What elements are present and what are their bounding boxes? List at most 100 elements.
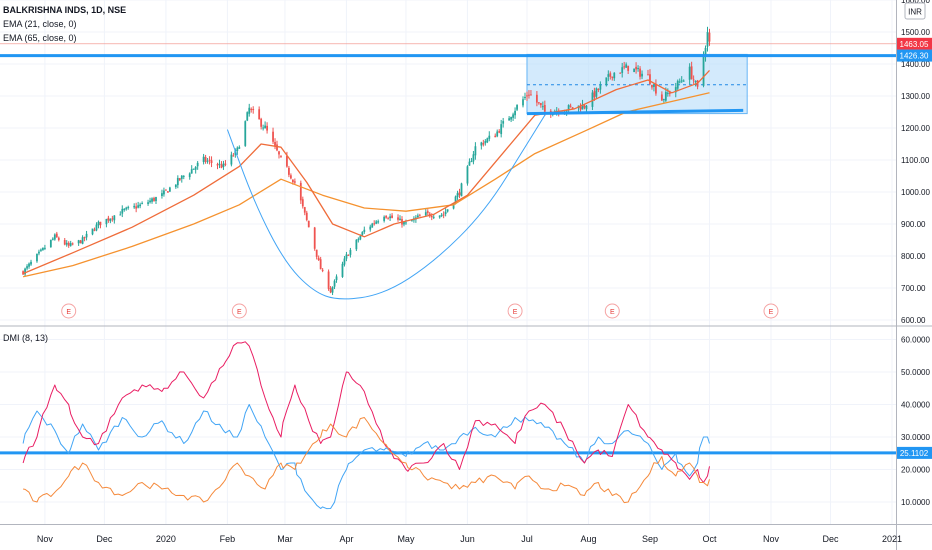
consolidation-box[interactable] [526, 53, 748, 115]
candle-body [508, 118, 511, 121]
candle-body [315, 249, 318, 257]
candle-body [329, 288, 332, 293]
candle-body [250, 108, 253, 110]
candle-body [371, 223, 374, 228]
candle-body [496, 131, 499, 137]
candle-body [202, 156, 205, 163]
dmi-tick-label: 50.0000 [901, 368, 930, 377]
dmi-tick-label: 30.0000 [901, 433, 930, 442]
candle-body [38, 251, 40, 254]
earnings-icon[interactable] [231, 303, 247, 319]
candle-body [593, 91, 596, 98]
candle-body [627, 65, 630, 71]
earnings-icon[interactable] [507, 303, 523, 319]
candle-body [484, 141, 487, 144]
price-tick-label: 1000.00 [901, 188, 930, 197]
candle-body [317, 257, 320, 261]
x-tick-label: Dec [822, 534, 839, 544]
candle-body [514, 110, 516, 116]
candle-body [111, 218, 114, 220]
candle-body [319, 259, 322, 270]
candle-body [641, 73, 643, 77]
candle-body [694, 80, 697, 83]
candle-body [224, 163, 227, 165]
candle-body [581, 104, 584, 110]
ema21-legend: EMA (21, close, 0) [3, 19, 77, 29]
currency-badge[interactable] [904, 2, 926, 20]
price-tick-label: 600.00 [901, 316, 926, 325]
candle-body [123, 208, 126, 210]
candle-body [95, 224, 98, 231]
cup-curve[interactable] [226, 114, 546, 300]
candle-body [482, 142, 485, 145]
x-tick-label: Mar [277, 534, 293, 544]
candle-body [113, 215, 116, 221]
candle-body [528, 94, 530, 96]
candle-body [303, 207, 306, 213]
candle-body [375, 221, 378, 224]
candle-body [93, 229, 96, 231]
candle-body [460, 183, 463, 197]
dmi-pane[interactable] [0, 341, 896, 510]
candle-body [607, 74, 610, 77]
candle-body [133, 205, 136, 208]
candle-body [232, 155, 235, 157]
candle-body [500, 124, 503, 135]
candle-body [349, 249, 352, 255]
candle-body [706, 32, 709, 47]
candle-body [621, 67, 624, 73]
candle-body [321, 269, 324, 271]
candle-body [137, 205, 140, 208]
candle-body [605, 77, 608, 85]
earnings-icon[interactable] [604, 303, 620, 319]
candle-body [647, 74, 649, 76]
candle-body [165, 189, 167, 191]
candle-body [151, 198, 153, 202]
candle-body [163, 190, 165, 195]
candle-body [188, 173, 191, 178]
earnings-icon[interactable] [763, 303, 779, 319]
earnings-label: E [610, 309, 615, 316]
candle-body [355, 239, 358, 250]
candle-body [411, 220, 413, 222]
candle-body [474, 146, 477, 156]
candle-body [649, 74, 651, 84]
candle-body [454, 196, 457, 205]
candle-body [51, 238, 54, 240]
candle-body [335, 276, 338, 281]
candle-body [272, 131, 274, 142]
candle-body [81, 237, 84, 244]
candle-body [494, 135, 497, 138]
candle-body [399, 218, 401, 221]
candle-body [682, 80, 685, 82]
candle-body [389, 216, 391, 219]
candle-body [194, 166, 197, 170]
dmi-title: DMI (8, 13) [3, 333, 48, 343]
candle-body [583, 105, 586, 108]
candle-body [274, 141, 276, 146]
candle-body [246, 112, 249, 121]
currency-label: INR [908, 8, 922, 17]
candle-body [426, 211, 429, 213]
support-trendline[interactable] [526, 108, 744, 116]
candle-body [208, 159, 211, 161]
candle-body [391, 215, 393, 218]
candle-body [595, 88, 598, 97]
candle-body [466, 166, 469, 184]
x-tick-label: Nov [763, 534, 780, 544]
candle-body [472, 154, 475, 162]
candle-body [91, 228, 94, 235]
price-tick-label: 1100.00 [901, 156, 930, 165]
x-tick-label: Apr [339, 534, 353, 544]
x-tick-label: Nov [37, 534, 54, 544]
earnings-icon[interactable] [61, 303, 77, 319]
candle-body [470, 161, 473, 163]
candle-body [206, 160, 209, 162]
candle-body [301, 199, 304, 207]
candle-body [30, 261, 32, 265]
candle-body [182, 175, 185, 177]
candle-body [192, 168, 195, 170]
candle-body [57, 237, 60, 241]
x-tick-label: 2021 [882, 534, 902, 544]
